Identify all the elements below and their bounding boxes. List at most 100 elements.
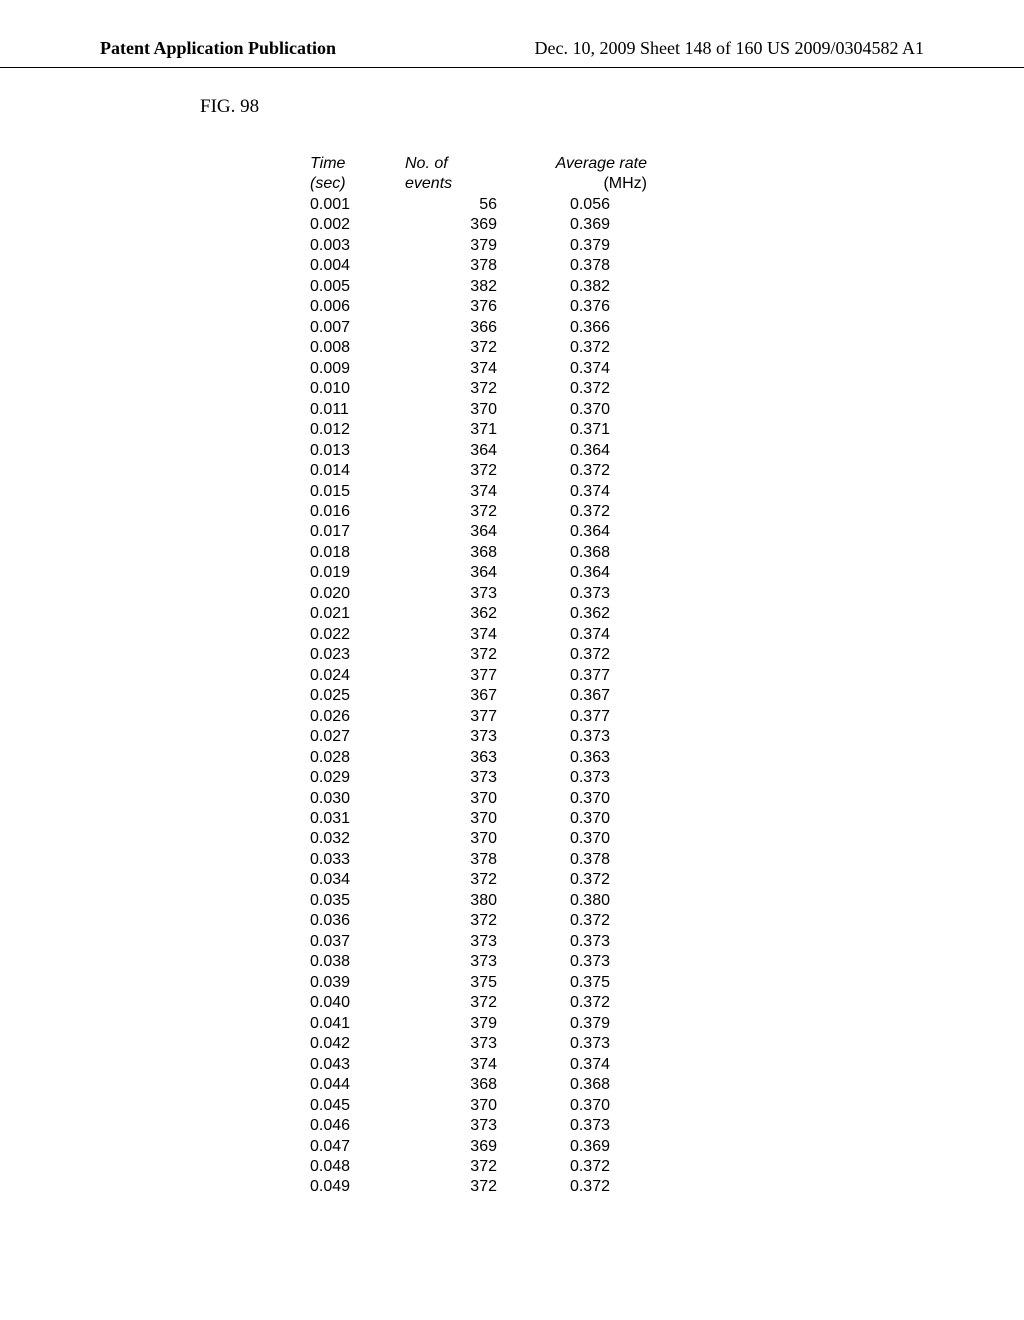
table-row: 0.0063760.376 (310, 297, 1024, 317)
cell-rate: 0.373 (515, 932, 665, 952)
cell-events: 367 (405, 686, 515, 706)
cell-rate: 0.364 (515, 563, 665, 583)
cell-rate: 0.362 (515, 604, 665, 624)
table-row: 0.0413790.379 (310, 1014, 1024, 1034)
cell-events: 364 (405, 522, 515, 542)
cell-rate: 0.368 (515, 543, 665, 563)
cell-time: 0.006 (310, 297, 405, 317)
cell-time: 0.029 (310, 768, 405, 788)
cell-time: 0.032 (310, 829, 405, 849)
cell-rate: 0.374 (515, 359, 665, 379)
cell-time: 0.028 (310, 748, 405, 768)
cell-rate: 0.379 (515, 236, 665, 256)
col-header-events-l2: events (405, 174, 515, 194)
cell-time: 0.005 (310, 277, 405, 297)
table-row: 0.0133640.364 (310, 441, 1024, 461)
cell-rate: 0.380 (515, 891, 665, 911)
cell-rate: 0.369 (515, 215, 665, 235)
cell-time: 0.040 (310, 993, 405, 1013)
cell-time: 0.039 (310, 973, 405, 993)
cell-rate: 0.375 (515, 973, 665, 993)
cell-time: 0.010 (310, 379, 405, 399)
cell-time: 0.026 (310, 707, 405, 727)
cell-rate: 0.364 (515, 522, 665, 542)
table-row: 0.0463730.373 (310, 1116, 1024, 1136)
cell-time: 0.025 (310, 686, 405, 706)
cell-time: 0.022 (310, 625, 405, 645)
cell-events: 378 (405, 256, 515, 276)
table-row: 0.0493720.372 (310, 1177, 1024, 1197)
table-row: 0.0303700.370 (310, 789, 1024, 809)
table-row: 0.0263770.377 (310, 707, 1024, 727)
cell-rate: 0.374 (515, 1055, 665, 1075)
table-row: 0.0223740.374 (310, 625, 1024, 645)
cell-events: 373 (405, 952, 515, 972)
cell-rate: 0.367 (515, 686, 665, 706)
cell-rate: 0.371 (515, 420, 665, 440)
cell-events: 373 (405, 768, 515, 788)
cell-time: 0.038 (310, 952, 405, 972)
cell-time: 0.045 (310, 1096, 405, 1116)
cell-events: 380 (405, 891, 515, 911)
cell-events: 368 (405, 1075, 515, 1095)
table-row: 0.0313700.370 (310, 809, 1024, 829)
cell-time: 0.042 (310, 1034, 405, 1054)
cell-events: 373 (405, 1116, 515, 1136)
table-header-row-1: Time No. of Average rate (310, 154, 1024, 174)
cell-time: 0.003 (310, 236, 405, 256)
cell-rate: 0.370 (515, 829, 665, 849)
cell-time: 0.031 (310, 809, 405, 829)
cell-time: 0.012 (310, 420, 405, 440)
cell-events: 374 (405, 359, 515, 379)
col-header-time-l1: Time (310, 154, 405, 174)
cell-events: 364 (405, 563, 515, 583)
cell-time: 0.020 (310, 584, 405, 604)
table-header-row-2: (sec) events (MHz) (310, 174, 1024, 194)
cell-rate: 0.372 (515, 870, 665, 890)
cell-rate: 0.370 (515, 809, 665, 829)
table-row: 0.0373730.373 (310, 932, 1024, 952)
cell-time: 0.033 (310, 850, 405, 870)
cell-time: 0.021 (310, 604, 405, 624)
col-header-rate-l2: (MHz) (515, 174, 665, 194)
cell-rate: 0.370 (515, 789, 665, 809)
table-row: 0.0053820.382 (310, 277, 1024, 297)
table-row: 0.0073660.366 (310, 318, 1024, 338)
col-header-rate-l1: Average rate (515, 154, 665, 174)
table-row: 0.0103720.372 (310, 379, 1024, 399)
cell-rate: 0.369 (515, 1137, 665, 1157)
cell-time: 0.015 (310, 482, 405, 502)
cell-rate: 0.372 (515, 993, 665, 1013)
table-row: 0.0083720.372 (310, 338, 1024, 358)
table-row: 0.0423730.373 (310, 1034, 1024, 1054)
cell-time: 0.007 (310, 318, 405, 338)
cell-events: 366 (405, 318, 515, 338)
table-row: 0.0163720.372 (310, 502, 1024, 522)
cell-rate: 0.363 (515, 748, 665, 768)
cell-rate: 0.372 (515, 645, 665, 665)
cell-events: 373 (405, 727, 515, 747)
cell-events: 377 (405, 666, 515, 686)
cell-events: 375 (405, 973, 515, 993)
table-row: 0.0353800.380 (310, 891, 1024, 911)
cell-time: 0.049 (310, 1177, 405, 1197)
table-row: 0.0343720.372 (310, 870, 1024, 890)
cell-time: 0.035 (310, 891, 405, 911)
cell-rate: 0.372 (515, 338, 665, 358)
cell-events: 370 (405, 1096, 515, 1116)
data-table: Time No. of Average rate (sec) events (M… (310, 154, 1024, 1198)
cell-rate: 0.372 (515, 379, 665, 399)
cell-events: 379 (405, 236, 515, 256)
table-row: 0.0093740.374 (310, 359, 1024, 379)
table-row: 0.0383730.373 (310, 952, 1024, 972)
cell-rate: 0.364 (515, 441, 665, 461)
cell-time: 0.030 (310, 789, 405, 809)
cell-time: 0.047 (310, 1137, 405, 1157)
table-row: 0.0193640.364 (310, 563, 1024, 583)
cell-events: 56 (405, 195, 515, 215)
table-row: 0.0213620.362 (310, 604, 1024, 624)
table-row: 0.0473690.369 (310, 1137, 1024, 1157)
cell-events: 373 (405, 1034, 515, 1054)
table-row: 0.0403720.372 (310, 993, 1024, 1013)
table-row: 0.0273730.373 (310, 727, 1024, 747)
